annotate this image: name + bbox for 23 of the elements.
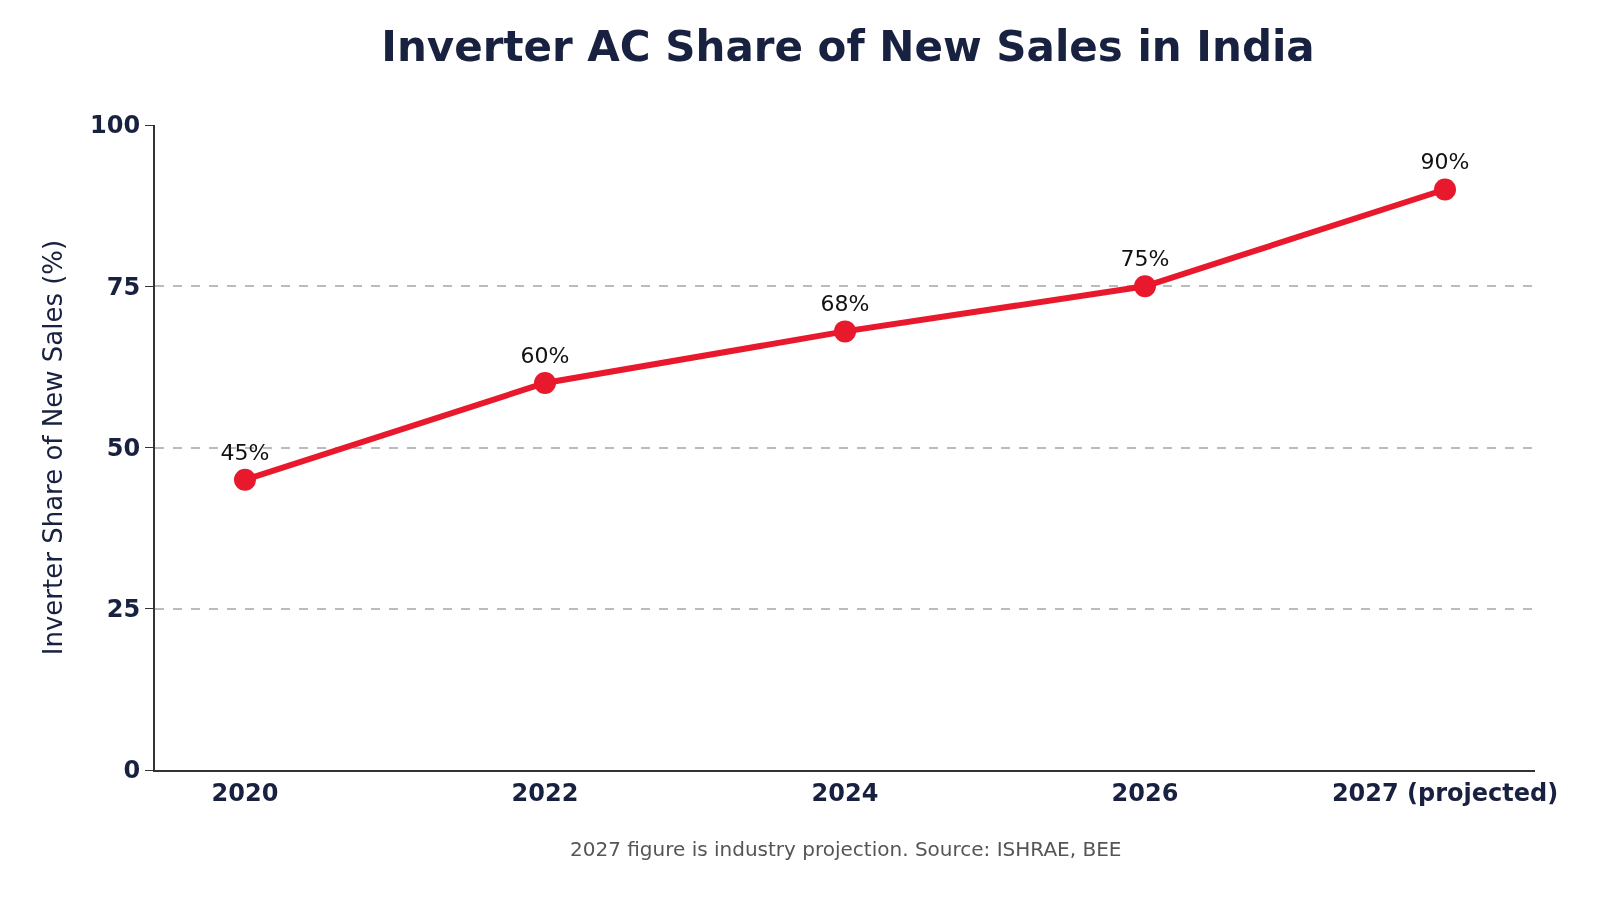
y-tick-label: 100 [90,111,141,140]
text: 2027 figure is industry projection. Source: ISHRAE, BEE [570,837,1122,861]
data-label: 90% [1420,149,1470,175]
point [1434,178,1456,201]
x-tick-label: 2022 [511,778,579,807]
point [234,468,256,491]
y-tick-label: 0 [123,756,141,785]
chart-title: Inverter AC Share of New Sales in India [381,21,1315,71]
y-tick-label: 25 [106,595,141,624]
point [1134,275,1156,298]
data-label: 75% [1120,246,1170,271]
x-tick-label: 2024 [811,778,879,807]
y-tick-label: 75 [106,272,141,301]
data-label: 68% [820,291,870,317]
y-axis-title: Inverter Share of New Sales (%) [37,239,68,656]
data-label: 45% [220,439,270,465]
data-label: 60% [520,342,570,368]
point [534,372,556,394]
y-tick-label: 50 [106,433,141,462]
x-tick-label: 2026 [1111,778,1179,807]
x-tick-label: 2020 [211,778,279,807]
x-tick-label: 2027 (projected) [1331,778,1559,807]
point [834,320,856,343]
